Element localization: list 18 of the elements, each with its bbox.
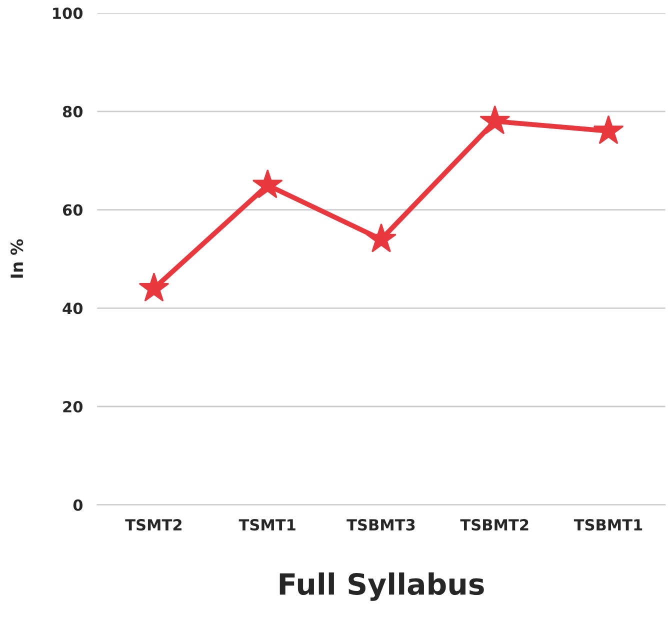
point	[480, 105, 510, 134]
point	[593, 115, 624, 144]
x-tick-label: TSBMT2	[460, 519, 528, 531]
y-tick-label: 100	[53, 8, 83, 20]
x-tick-label: TSMT2	[125, 519, 182, 531]
y-tick-label: 80	[62, 106, 83, 118]
x-axis-title: Full Syllabus	[280, 572, 484, 601]
point	[252, 169, 283, 198]
y-tick-label: 0	[73, 499, 83, 511]
x-tick-label: TSBMT1	[574, 519, 642, 531]
x-tick-label: TSBMT3	[346, 519, 415, 531]
x-tick-label: TSMT1	[238, 519, 296, 531]
y-tick-label: 20	[63, 400, 83, 413]
point	[366, 223, 396, 252]
point	[138, 272, 170, 302]
y-axis-title: In %	[10, 239, 24, 278]
y-tick-label: 60	[62, 204, 83, 216]
y-tick-label: 40	[62, 302, 83, 314]
